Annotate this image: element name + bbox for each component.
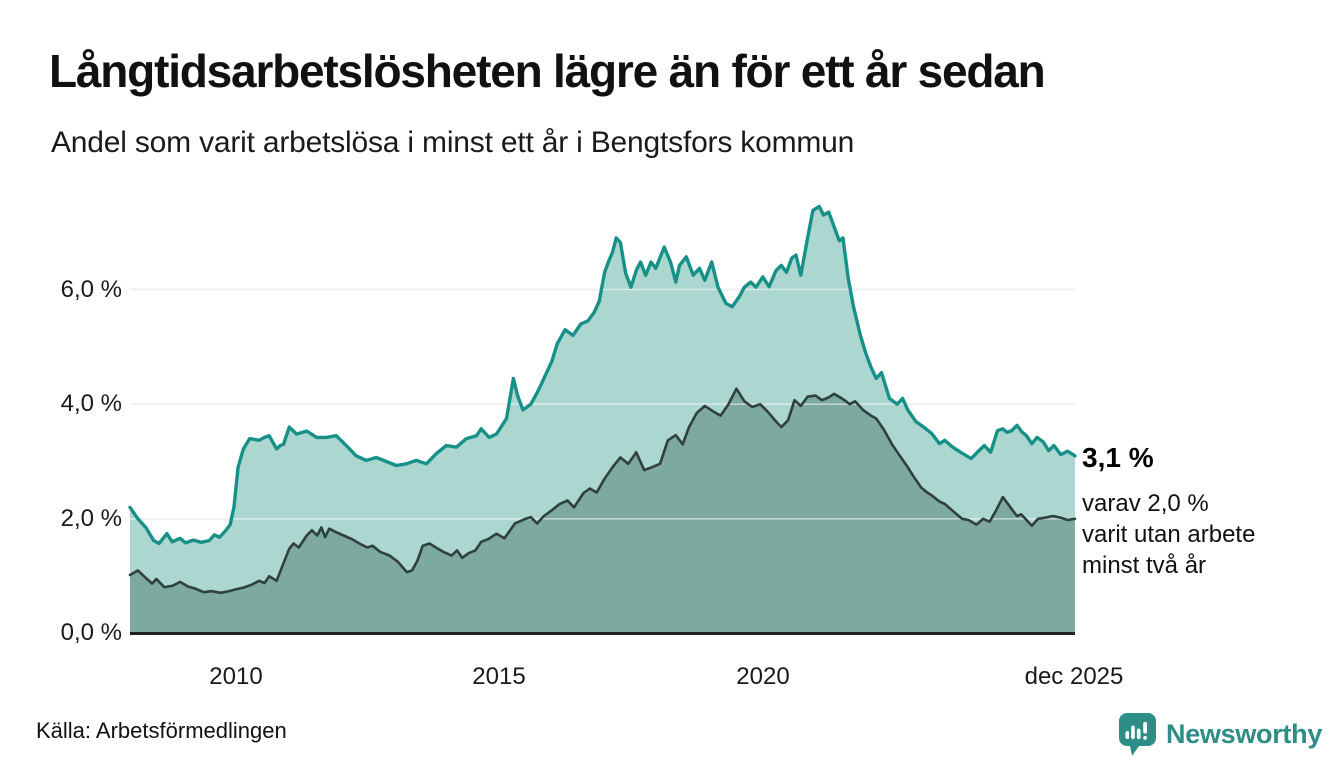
newsworthy-wordmark: Newsworthy (1166, 718, 1323, 749)
source-credit: Källa: Arbetsförmedlingen (36, 718, 287, 743)
page-title: Långtidsarbetslösheten lägre än för ett … (49, 45, 1046, 97)
page-subtitle: Andel som varit arbetslösa i minst ett å… (51, 126, 855, 159)
y-tick-0: 0,0 % (60, 619, 122, 646)
annotation-line-3: minst två år (1082, 552, 1207, 579)
line-unemployed-two-years (128, 387, 1077, 595)
latest-value-label: 3,1 % (1082, 442, 1154, 473)
x-tick-dec-2025: dec 2025 (1024, 663, 1124, 690)
line-unemployed-one-year (128, 204, 1077, 546)
annotation-line-1: varav 2,0 % (1082, 490, 1209, 517)
x-tick-2020: 2020 (736, 663, 790, 690)
newsworthy-logo: Newsworthy (1117, 710, 1322, 758)
area-unemployed-two-years (130, 388, 1075, 634)
latest-value-description: varav 2,0 % varit utan arbete minst två … (1082, 488, 1255, 581)
annotation-line-2: varit utan arbete (1082, 521, 1256, 548)
y-tick-4: 4,0 % (60, 390, 122, 417)
y-tick-6: 6,0 % (60, 276, 122, 303)
newsworthy-logo-icon (1119, 713, 1156, 756)
y-tick-2: 2,0 % (60, 505, 122, 532)
x-tick-2015: 2015 (472, 663, 526, 690)
x-tick-2010: 2010 (209, 663, 263, 690)
